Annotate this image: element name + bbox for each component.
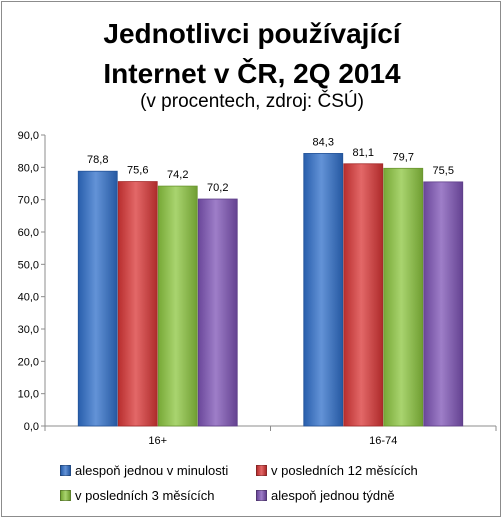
legend-swatch-series-1: [60, 465, 71, 476]
legend-item-series-3: v posledních 3 měsících: [60, 488, 256, 503]
x-tick-label: 16+: [148, 435, 167, 447]
y-tick-label: 70,0: [18, 195, 39, 207]
bar-series-1-16-74: [303, 153, 344, 427]
legend-label-series-3: v posledních 3 měsících: [75, 488, 215, 503]
legend-swatch-series-4: [256, 490, 267, 501]
y-tick-label: 90,0: [18, 130, 39, 142]
bar-series-2-16-74: [343, 163, 384, 427]
data-label: 81,1: [353, 147, 374, 159]
y-tick-label: 30,0: [18, 324, 39, 336]
bar-series-4-16-74: [423, 181, 464, 427]
legend-swatch-series-2: [256, 465, 267, 476]
chart-subtitle: (v procentech, zdroj: ČSÚ): [140, 91, 364, 112]
y-tick-label: 60,0: [18, 227, 39, 239]
chart-legend: alespoň jednou v minulosti v posledních …: [60, 458, 480, 508]
chart-title-line-1: Jednotlivci používající: [103, 18, 401, 49]
y-tick-label: 40,0: [18, 292, 39, 304]
legend-item-series-1: alespoň jednou v minulosti: [60, 463, 256, 478]
bar-series-4-16+: [197, 198, 238, 427]
legend-label-series-1: alespoň jednou v minulosti: [75, 463, 229, 478]
data-label: 74,2: [167, 169, 188, 181]
legend-item-series-4: alespoň jednou týdně: [256, 488, 395, 503]
y-tick-label: 20,0: [18, 356, 39, 368]
legend-row-2: v posledních 3 měsících alespoň jednou t…: [60, 483, 480, 508]
y-tick-label: 0,0: [24, 421, 39, 433]
data-label: 70,2: [207, 182, 228, 194]
chart-title: Jednotlivci používající Internet v ČR, 2…: [0, 14, 504, 94]
legend-swatch-series-3: [60, 490, 71, 501]
bar-series-1-16+: [77, 170, 118, 427]
data-label: 75,6: [127, 165, 148, 177]
x-tick-label: 16-74: [369, 435, 397, 447]
bar-series-2-16+: [117, 181, 158, 427]
chart-title-line-2: Internet v ČR, 2Q 2014: [103, 58, 401, 89]
legend-row-1: alespoň jednou v minulosti v posledních …: [60, 458, 480, 483]
data-label: 84,3: [313, 136, 334, 148]
y-tick-label: 10,0: [18, 389, 39, 401]
y-tick-label: 50,0: [18, 259, 39, 271]
legend-label-series-4: alespoň jednou týdně: [271, 488, 395, 503]
legend-item-series-2: v posledních 12 měsících: [256, 463, 418, 478]
data-label: 75,5: [433, 165, 454, 177]
y-tick-label: 80,0: [18, 162, 39, 174]
data-label: 79,7: [393, 151, 414, 163]
bar-series-3-16-74: [383, 167, 424, 427]
bar-series-3-16+: [157, 185, 198, 427]
data-label: 78,8: [87, 154, 108, 166]
legend-label-series-2: v posledních 12 měsících: [271, 463, 418, 478]
